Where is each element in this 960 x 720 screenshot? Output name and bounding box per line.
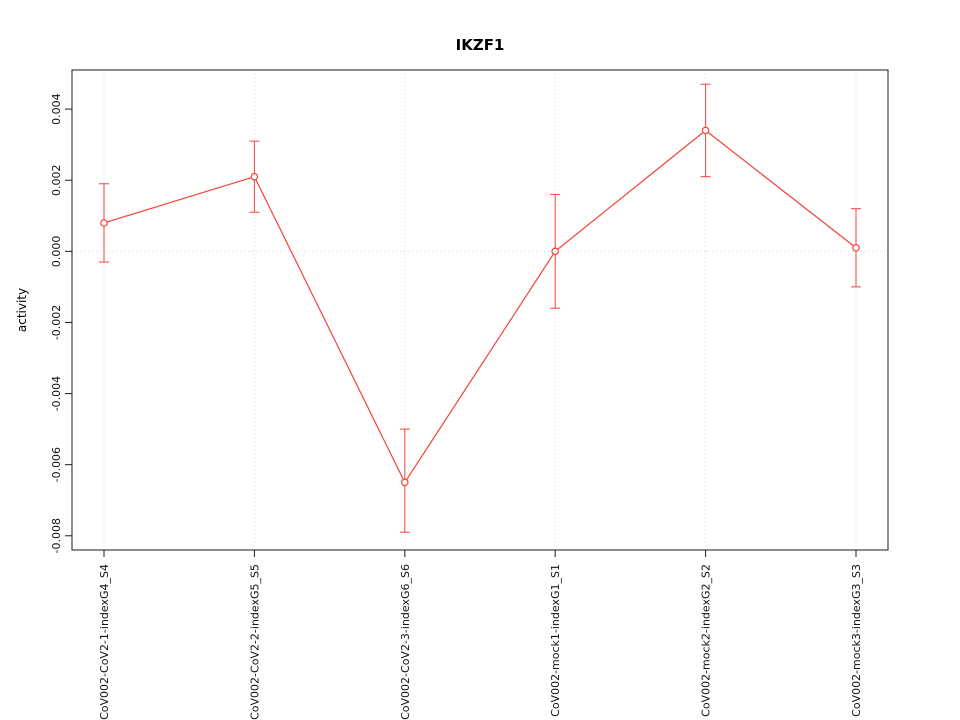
y-tick-label: 0.004	[50, 93, 63, 125]
x-tick-label: CoV002-CoV2-3-indexG6_S6	[399, 564, 412, 720]
x-tick-label: CoV002-CoV2-1-indexG4_S4	[98, 564, 111, 720]
y-tick-label: -0.004	[50, 376, 63, 411]
data-point	[551, 247, 560, 256]
data-point	[250, 172, 259, 181]
data-point	[400, 478, 409, 487]
y-tick-label: -0.006	[50, 447, 63, 482]
y-tick-label: 0.000	[50, 236, 63, 267]
data-point	[701, 126, 710, 135]
data-point	[852, 243, 860, 252]
x-tick-label: CoV002-mock2-indexG2_S2	[700, 564, 713, 717]
plot-border	[71, 69, 889, 551]
series-line	[103, 129, 857, 484]
chart-title: IKZF1	[455, 36, 505, 54]
x-tick-label: CoV002-mock3-indexG3_S3	[850, 564, 863, 717]
data-point	[100, 219, 108, 227]
y-axis-label: activity	[15, 287, 29, 333]
y-tick-label: -0.008	[50, 518, 63, 553]
x-tick-label: CoV002-mock1-indexG1_S1	[549, 564, 562, 717]
y-tick-label: -0.002	[50, 305, 63, 340]
y-tick-label: 0.002	[50, 164, 63, 196]
x-tick-label: CoV002-CoV2-2-indexG5_S5	[248, 564, 261, 720]
